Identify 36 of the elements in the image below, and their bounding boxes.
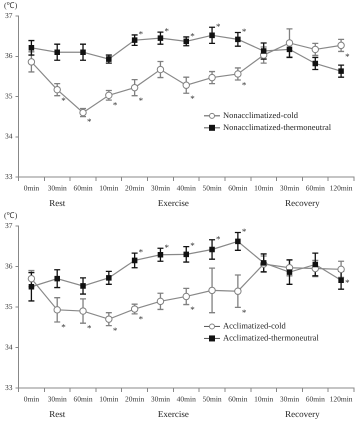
text: Exercise: [158, 409, 189, 419]
data-label: *: [61, 322, 66, 332]
data-label: *: [242, 226, 247, 236]
data-label: *: [87, 116, 92, 127]
text: Exercise: [158, 198, 189, 208]
data-label: *: [190, 304, 196, 315]
text: Rest: [49, 409, 66, 419]
legend-label: Nonacclimatized-cold: [223, 110, 299, 120]
text: Recovery: [285, 409, 320, 419]
legend-label: Acclimatized-cold: [223, 320, 287, 331]
legend-label: Acclimatized-thermoneutral: [223, 332, 320, 343]
data-label: *: [61, 96, 66, 106]
data-label: *: [112, 326, 118, 336]
data-label: *: [190, 240, 196, 251]
legend-label: Nonacclimatized-thermoneutral: [223, 122, 332, 132]
y-axis-title: (℃): [4, 1, 18, 10]
data-label: *: [242, 26, 247, 36]
data-label: *: [138, 314, 144, 324]
data-label: *: [87, 323, 92, 334]
data-label: *: [216, 21, 222, 32]
data-label: *: [138, 247, 144, 258]
text: Recovery: [285, 198, 320, 208]
data-label: *: [164, 26, 170, 36]
data-label: *: [242, 307, 247, 318]
data-label: *: [345, 277, 350, 288]
data-label: *: [164, 242, 170, 252]
data-label: *: [190, 93, 196, 104]
data-label: *: [190, 30, 196, 41]
data-label: *: [216, 234, 222, 244]
y-axis-title: (℃): [4, 211, 18, 220]
text: Rest: [49, 198, 66, 208]
data-label: *: [242, 80, 247, 90]
data-label: *: [112, 100, 118, 110]
data-label: *: [345, 51, 350, 62]
data-label: *: [138, 28, 144, 39]
data-label: *: [138, 96, 144, 106]
